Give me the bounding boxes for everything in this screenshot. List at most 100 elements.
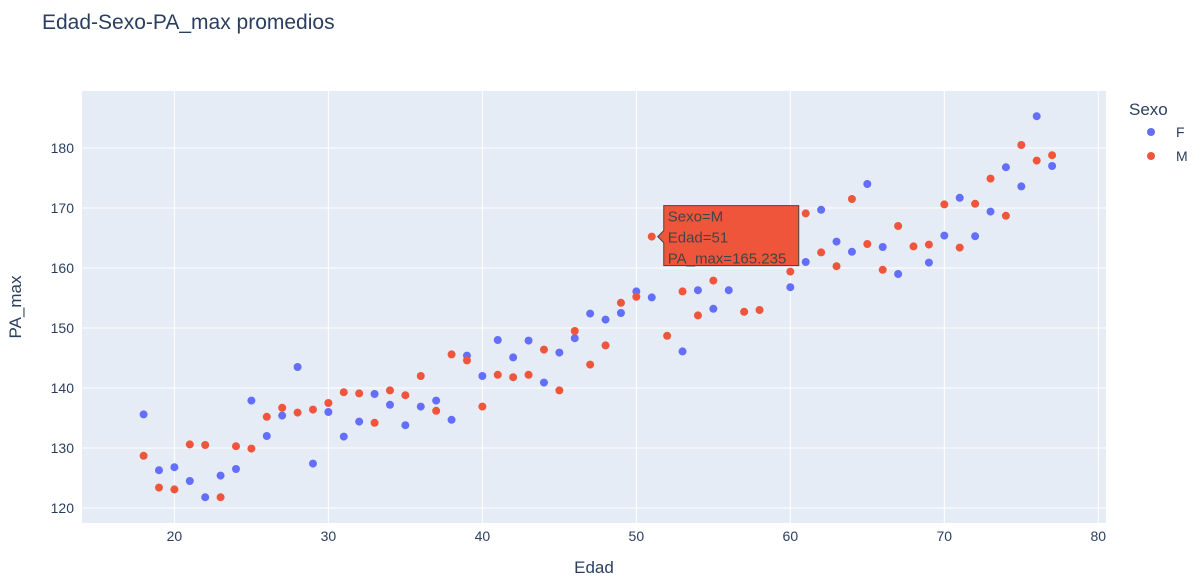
data-point-m[interactable] [971,199,980,208]
data-point-m[interactable] [524,370,533,379]
data-point-f[interactable] [324,408,333,416]
data-point-f[interactable] [1032,112,1041,121]
data-point-f[interactable] [216,471,225,480]
data-point-m[interactable] [370,418,379,427]
data-point-f[interactable] [863,180,872,188]
data-point-f[interactable] [724,286,733,295]
data-point-f[interactable] [1001,163,1010,172]
data-point-m[interactable] [909,242,918,251]
data-point-m[interactable] [355,389,364,398]
data-point-f[interactable] [385,400,394,409]
data-point-m[interactable] [539,345,548,354]
data-point-m[interactable] [401,391,410,400]
data-point-m[interactable] [801,209,810,218]
data-point-f[interactable] [201,493,210,502]
data-point-m[interactable] [293,408,302,417]
data-point-m[interactable] [416,372,425,380]
data-point-f[interactable] [601,315,610,324]
data-point-m[interactable] [139,451,148,460]
data-point-m[interactable] [616,298,625,307]
data-point-m[interactable] [1048,151,1057,160]
data-point-m[interactable] [493,370,502,379]
data-point-m[interactable] [863,240,872,248]
data-point-f[interactable] [1017,182,1026,191]
data-point-m[interactable] [555,386,564,395]
data-point-f[interactable] [139,410,148,419]
data-point-m[interactable] [247,444,256,453]
data-point-m[interactable] [324,399,333,407]
data-point-m[interactable] [632,292,641,301]
data-point-m[interactable] [647,232,656,241]
data-point-f[interactable] [570,334,579,343]
data-point-m[interactable] [986,174,995,183]
data-point-m[interactable] [170,485,179,494]
data-point-m[interactable] [185,440,194,449]
data-point-f[interactable] [940,231,949,240]
data-point-m[interactable] [231,442,240,451]
legend-item-f[interactable]: F [1147,124,1185,140]
data-point-f[interactable] [370,390,379,398]
data-point-f[interactable] [432,396,441,405]
data-point-m[interactable] [693,311,702,320]
data-point-m[interactable] [478,402,487,411]
data-point-m[interactable] [216,493,225,502]
data-point-m[interactable] [955,243,964,252]
data-point-m[interactable] [817,248,826,257]
data-point-f[interactable] [555,348,564,357]
data-point-f[interactable] [154,466,163,475]
data-point-f[interactable] [339,432,348,441]
data-point-f[interactable] [262,432,271,440]
data-point-m[interactable] [447,350,456,359]
data-point-f[interactable] [955,193,964,202]
data-point-f[interactable] [616,309,625,317]
data-point-f[interactable] [832,237,841,246]
data-point-m[interactable] [262,412,271,421]
data-point-m[interactable] [924,240,933,249]
data-point-f[interactable] [308,459,317,468]
data-point-f[interactable] [478,372,487,380]
data-point-f[interactable] [693,286,702,295]
legend-item-m[interactable]: M [1147,148,1188,164]
data-point-f[interactable] [647,293,656,302]
data-point-m[interactable] [832,262,841,271]
data-point-f[interactable] [416,402,425,411]
data-point-m[interactable] [1017,141,1026,149]
data-point-f[interactable] [401,421,410,430]
data-point-f[interactable] [278,411,287,420]
data-point-m[interactable] [570,327,579,335]
data-point-f[interactable] [786,283,795,292]
data-point-m[interactable] [1001,211,1010,220]
data-point-m[interactable] [308,405,317,414]
data-point-f[interactable] [924,258,933,267]
data-point-f[interactable] [447,415,456,424]
data-point-m[interactable] [940,200,949,209]
data-point-m[interactable] [740,307,749,316]
data-point-f[interactable] [509,353,518,362]
data-point-m[interactable] [154,483,163,492]
data-point-m[interactable] [509,373,518,382]
data-point-f[interactable] [293,363,302,371]
data-point-m[interactable] [201,441,210,449]
data-point-m[interactable] [462,356,471,365]
data-point-f[interactable] [801,258,810,266]
plot-background[interactable] [82,91,1106,523]
data-point-m[interactable] [755,306,764,314]
data-point-f[interactable] [539,378,548,387]
data-point-m[interactable] [339,388,348,397]
data-point-m[interactable] [278,403,287,412]
data-point-f[interactable] [817,205,826,214]
data-point-f[interactable] [231,465,240,473]
data-point-m[interactable] [894,222,903,230]
data-point-m[interactable] [847,195,856,203]
data-point-f[interactable] [493,336,502,344]
data-point-f[interactable] [878,243,887,251]
data-point-m[interactable] [709,276,718,285]
data-point-m[interactable] [432,406,441,415]
data-point-f[interactable] [185,477,194,485]
data-point-f[interactable] [170,463,179,472]
data-point-f[interactable] [1048,162,1057,170]
data-point-f[interactable] [524,336,533,345]
data-point-m[interactable] [601,341,610,350]
data-point-m[interactable] [385,386,394,395]
data-point-m[interactable] [663,331,672,340]
